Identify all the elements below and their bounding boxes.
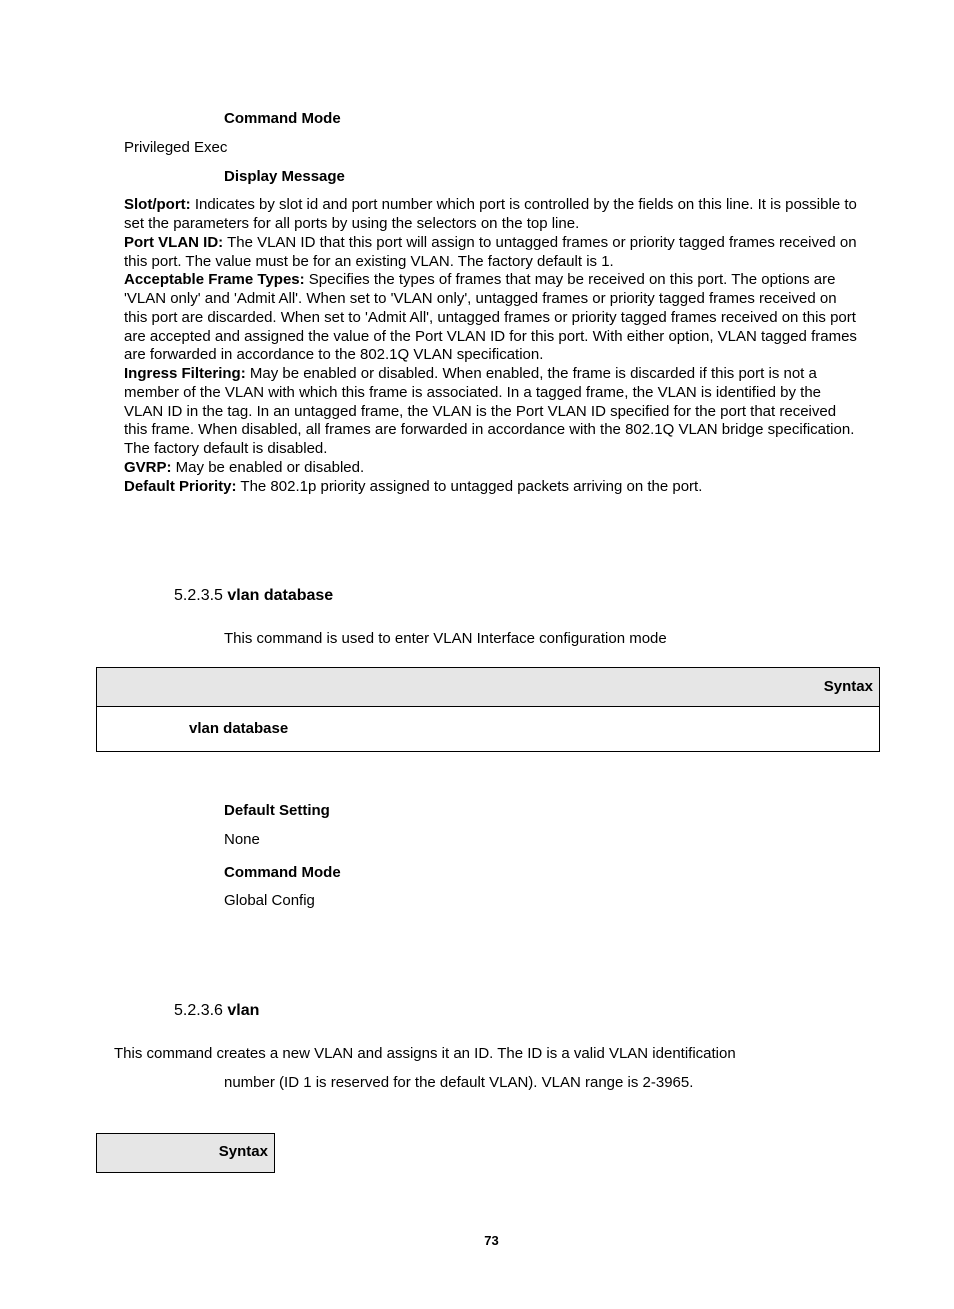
def-port-vlan-label: Port VLAN ID: (124, 234, 223, 251)
heading-command-mode: Command Mode (224, 110, 859, 129)
def-port-vlan: Port VLAN ID: The VLAN ID that this port… (124, 234, 859, 272)
def-ingress-label: Ingress Filtering: (124, 365, 246, 382)
command-mode-value-5235: Global Config (224, 892, 859, 911)
privileged-exec-text: Privileged Exec (124, 139, 859, 158)
syntax-label: Syntax (97, 668, 880, 707)
section-5235-subblock: Default Setting None Command Mode Global… (224, 802, 859, 911)
syntax-command-5235: vlan database (97, 707, 880, 752)
def-gvrp-label: GVRP: (124, 459, 172, 476)
section-5236-title: vlan (227, 1002, 259, 1019)
def-slot-port-text: Indicates by slot id and port number whi… (124, 196, 857, 232)
default-setting-value: None (224, 831, 859, 850)
def-slot-port: Slot/port: Indicates by slot id and port… (124, 196, 859, 234)
def-acceptable: Acceptable Frame Types: Specifies the ty… (124, 271, 859, 365)
section-5235-title: vlan database (227, 587, 333, 604)
def-acceptable-label: Acceptable Frame Types: (124, 271, 305, 288)
def-gvrp-text: May be enabled or disabled. (172, 459, 365, 476)
def-default-priority: Default Priority: The 802.1p priority as… (124, 478, 859, 497)
default-setting-label: Default Setting (224, 802, 859, 821)
def-ingress: Ingress Filtering: May be enabled or dis… (124, 365, 859, 459)
syntax-box-5236: Syntax (96, 1133, 275, 1173)
syntax-box-5235: Syntax vlan database (96, 667, 880, 752)
section-5236-number: 5.2.3.6 (174, 1002, 227, 1019)
heading-display-message: Display Message (224, 168, 859, 187)
command-mode-label-5235: Command Mode (224, 864, 859, 883)
section-5236-desc-line1: This command creates a new VLAN and assi… (114, 1045, 859, 1064)
section-5236-desc-line2: number (ID 1 is reserved for the default… (224, 1074, 859, 1093)
section-5235-number: 5.2.3.5 (174, 587, 227, 604)
def-slot-port-label: Slot/port: (124, 196, 191, 213)
document-page: Command Mode Privileged Exec Display Mes… (0, 0, 954, 1309)
section-5235-heading: 5.2.3.5 vlan database (174, 586, 859, 606)
def-gvrp: GVRP: May be enabled or disabled. (124, 459, 859, 478)
def-port-vlan-text: The VLAN ID that this port will assign t… (124, 234, 857, 270)
section-5235-desc: This command is used to enter VLAN Inter… (224, 630, 859, 649)
syntax-label-5236: Syntax (97, 1133, 275, 1172)
def-default-priority-label: Default Priority: (124, 478, 237, 495)
section-5236-heading: 5.2.3.6 vlan (174, 1001, 859, 1021)
def-default-priority-text: The 802.1p priority assigned to untagged… (237, 478, 703, 495)
